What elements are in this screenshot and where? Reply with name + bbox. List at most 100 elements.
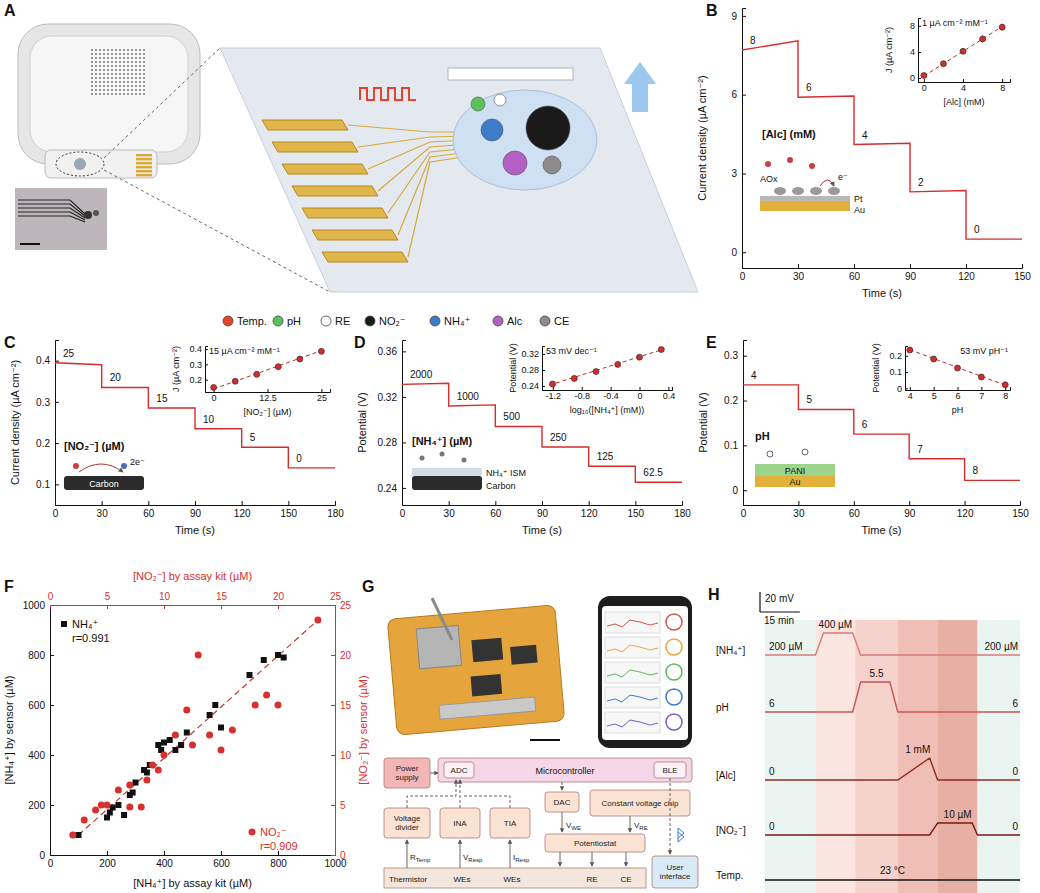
tick: 20 — [273, 591, 285, 609]
tick: 25 — [331, 600, 352, 611]
axis-line — [206, 347, 209, 393]
ion — [420, 456, 425, 461]
point — [218, 747, 225, 754]
mesh-dot — [143, 73, 145, 75]
annotation: 200 µM — [769, 641, 803, 652]
tick: 120 — [234, 501, 251, 519]
axis-title: [NH₄⁺] by sensor (µM) — [3, 676, 15, 785]
tick-label: 0.1 — [724, 440, 738, 451]
mesh-dot — [123, 61, 125, 63]
chip — [471, 674, 503, 697]
axis-title: [NH₄⁺] by assay kit (µM) — [133, 877, 252, 889]
point — [81, 817, 88, 824]
point — [281, 655, 287, 661]
tick: -0.4 — [603, 387, 619, 401]
panel-label: H — [708, 586, 720, 603]
step-label: 6 — [806, 82, 812, 93]
mesh-dot — [139, 65, 141, 67]
tick-label: 25 — [340, 600, 352, 611]
tick-mark — [495, 501, 496, 505]
axis: 0510152025 — [48, 591, 342, 609]
connector — [592, 852, 593, 866]
axis: 45678 — [906, 387, 1011, 401]
tick-mark — [910, 264, 911, 268]
trace — [765, 758, 1020, 780]
point — [121, 812, 127, 818]
chart: 03060901201501800.10.20.30.42520151050Ti… — [9, 341, 344, 537]
point — [155, 767, 162, 774]
point — [130, 790, 136, 796]
title: [Alc] (mM) — [762, 128, 816, 140]
schematic-label: AOx — [760, 174, 778, 184]
connector — [510, 840, 511, 868]
series-label: [NO₂⁻] — [716, 825, 746, 836]
schematic-label: PANI — [785, 466, 805, 476]
connector — [630, 816, 631, 832]
point — [318, 348, 324, 354]
tick: 0.2 — [889, 351, 908, 361]
tick-label: 0.28 — [521, 365, 539, 375]
tick-label: 0 — [400, 508, 406, 519]
trace — [348, 125, 470, 132]
legend-marker — [223, 316, 233, 326]
tick: 0.1 — [36, 479, 59, 490]
tick: 0.3 — [36, 397, 59, 408]
mesh-dot — [111, 85, 113, 87]
tick: 5 — [932, 387, 937, 401]
mesh-dot — [111, 73, 113, 75]
tick-mark — [50, 605, 51, 609]
tick: 9 — [731, 11, 746, 22]
point — [126, 782, 133, 789]
point — [115, 802, 121, 808]
ion — [802, 449, 808, 455]
mesh-dot — [107, 93, 109, 95]
mesh-dot — [99, 89, 101, 91]
step-label: 25 — [63, 348, 75, 359]
plot-area — [69, 617, 321, 839]
point — [637, 354, 643, 360]
tick: 60 — [849, 501, 861, 519]
mesh-dot — [143, 69, 145, 71]
tick-label: 5 — [932, 391, 937, 401]
schematic-label: Au — [789, 477, 800, 487]
block — [652, 856, 698, 888]
box-label: Userinterface — [660, 863, 691, 881]
axis-title: Time (s) — [862, 287, 902, 299]
block — [545, 834, 645, 852]
title: [NH₄⁺] (µM) — [412, 435, 472, 447]
tick-mark — [331, 755, 335, 756]
tick-mark — [542, 386, 545, 387]
enzyme — [792, 187, 804, 195]
axis-line — [543, 347, 546, 391]
tick: 90 — [905, 264, 917, 282]
title: [NO₂⁻] (µM) — [64, 440, 125, 452]
axis-line — [56, 501, 336, 506]
box-label: Powersupply — [395, 764, 418, 782]
tick-mark — [50, 805, 54, 806]
mesh-dot — [143, 77, 145, 79]
electrode — [543, 156, 561, 174]
mesh-dot — [103, 49, 105, 51]
tick-label: 5 — [340, 800, 346, 811]
mesh-dot — [123, 89, 125, 91]
block — [384, 808, 430, 838]
zoom-line — [104, 48, 220, 158]
step-label: 62.5 — [643, 467, 663, 478]
tick-mark — [918, 26, 921, 27]
tweezers — [432, 598, 452, 640]
point — [144, 770, 150, 776]
tick-label: 0 — [340, 850, 346, 861]
tick-label: 3 — [731, 168, 737, 179]
signal-label: RTemp — [410, 853, 431, 863]
tick-label: 5 — [105, 591, 111, 602]
tick-label: 90 — [904, 508, 916, 519]
point — [921, 72, 927, 78]
tick: 0 — [922, 79, 927, 93]
point — [161, 740, 167, 746]
axis-title: Potential (V) — [356, 392, 368, 453]
block — [384, 758, 430, 788]
mesh-dot — [135, 73, 137, 75]
tick: 7 — [979, 387, 984, 401]
app-chart — [605, 712, 660, 733]
mesh-dot — [95, 89, 97, 91]
